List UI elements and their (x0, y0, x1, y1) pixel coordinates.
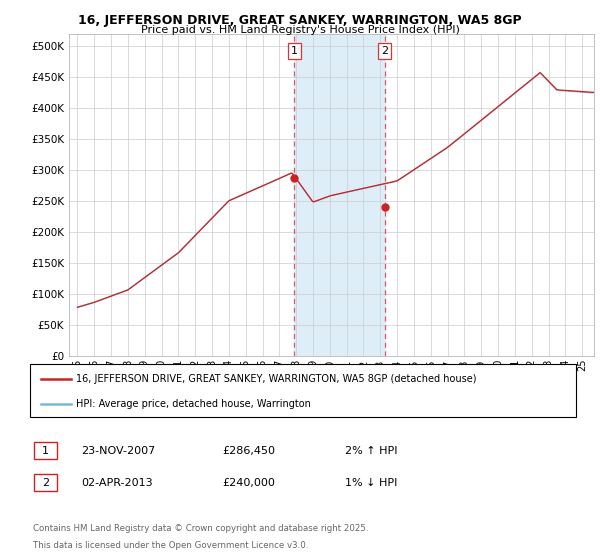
Text: 2: 2 (42, 478, 49, 488)
Text: 16, JEFFERSON DRIVE, GREAT SANKEY, WARRINGTON, WA5 8GP (detached house): 16, JEFFERSON DRIVE, GREAT SANKEY, WARRI… (76, 374, 477, 384)
Text: This data is licensed under the Open Government Licence v3.0.: This data is licensed under the Open Gov… (33, 541, 308, 550)
Text: 1: 1 (42, 446, 49, 456)
Text: 16, JEFFERSON DRIVE, GREAT SANKEY, WARRINGTON, WA5 8GP: 16, JEFFERSON DRIVE, GREAT SANKEY, WARRI… (78, 14, 522, 27)
Text: 1: 1 (291, 46, 298, 56)
Text: 2: 2 (381, 46, 388, 56)
Text: 23-NOV-2007: 23-NOV-2007 (81, 446, 155, 456)
Bar (295, 34, 385, 356)
Text: £240,000: £240,000 (222, 478, 275, 488)
Text: 1% ↓ HPI: 1% ↓ HPI (345, 478, 397, 488)
Text: 2% ↑ HPI: 2% ↑ HPI (345, 446, 398, 456)
FancyBboxPatch shape (30, 364, 576, 417)
FancyBboxPatch shape (34, 474, 57, 491)
Text: 02-APR-2013: 02-APR-2013 (81, 478, 152, 488)
Text: HPI: Average price, detached house, Warrington: HPI: Average price, detached house, Warr… (76, 399, 311, 409)
Text: £286,450: £286,450 (222, 446, 275, 456)
Text: Price paid vs. HM Land Registry's House Price Index (HPI): Price paid vs. HM Land Registry's House … (140, 25, 460, 35)
FancyBboxPatch shape (34, 442, 57, 459)
Text: Contains HM Land Registry data © Crown copyright and database right 2025.: Contains HM Land Registry data © Crown c… (33, 524, 368, 533)
